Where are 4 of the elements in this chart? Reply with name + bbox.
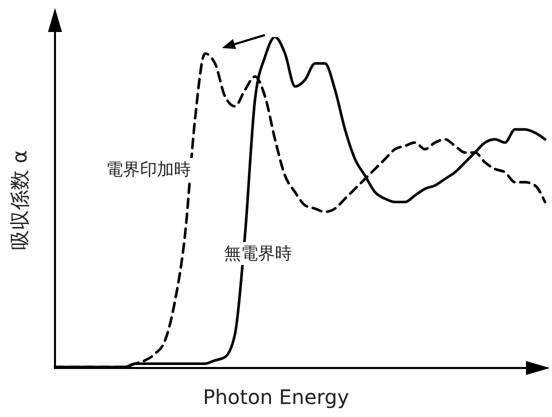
y-axis-title: 吸収係数 α [6,150,32,250]
x-axis-title: Photon Energy [202,385,350,409]
series-label: 無電界時 [222,242,294,265]
series-label: 電界印加時 [104,158,193,181]
